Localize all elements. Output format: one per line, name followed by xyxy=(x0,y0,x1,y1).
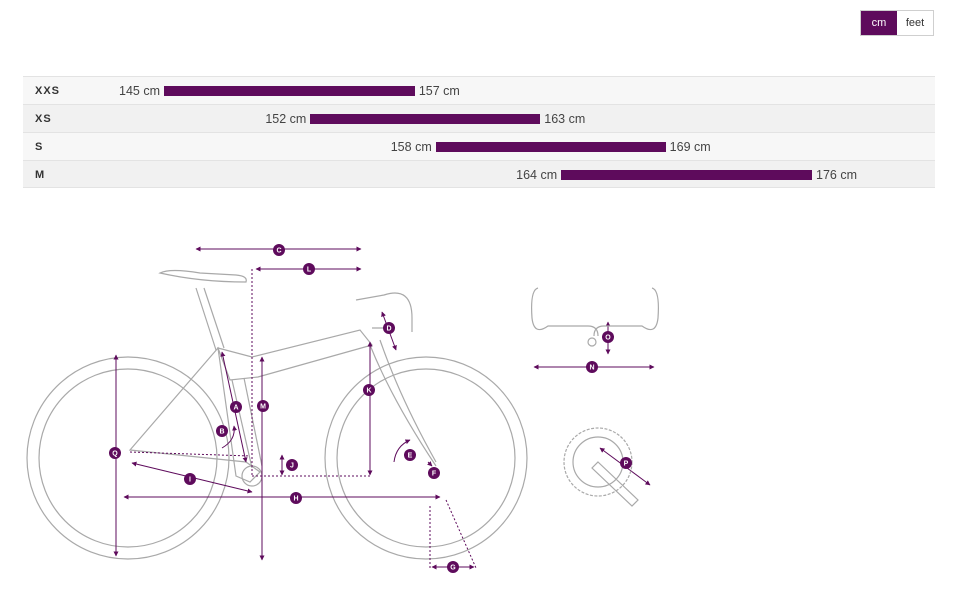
marker-q-label: Q xyxy=(112,451,118,458)
size-label: S xyxy=(35,141,44,153)
unit-option-feet[interactable]: feet xyxy=(905,17,925,29)
range-bar xyxy=(310,114,541,124)
range-min-label: 152 cm xyxy=(265,112,307,126)
marker-h-badge xyxy=(290,492,302,504)
handlebar-inset xyxy=(531,287,659,347)
marker-o-badge xyxy=(602,331,614,343)
range-max-label: 176 cm xyxy=(816,168,857,182)
marker-b-badge xyxy=(216,425,228,437)
marker-f-label: F xyxy=(432,471,437,478)
range-max-label: 169 cm xyxy=(669,140,711,154)
marker-d-badge xyxy=(383,322,395,334)
marker-j-label: J xyxy=(290,463,294,470)
geometry-markers: A B C D E F G H I J K L M N O P Q xyxy=(109,244,632,573)
marker-j-badge xyxy=(286,459,298,471)
marker-q-badge xyxy=(109,447,121,459)
marker-p-badge xyxy=(620,457,632,469)
range-bar xyxy=(435,142,666,152)
unit-option-cm[interactable]: cm xyxy=(861,11,897,35)
marker-c-badge xyxy=(273,244,285,256)
marker-m-label: M xyxy=(260,404,266,411)
marker-n-badge xyxy=(586,361,598,373)
marker-n-label: N xyxy=(589,365,594,372)
size-row: XS 152 cm 163 cm xyxy=(23,104,935,132)
marker-e-label: E xyxy=(408,453,413,460)
range-min-label: 145 cm xyxy=(119,84,160,98)
dimension-lines xyxy=(113,246,655,570)
marker-p-label: P xyxy=(624,461,629,468)
size-row: S 158 cm 169 cm xyxy=(23,132,935,160)
range-bar xyxy=(561,170,812,180)
marker-g-badge xyxy=(447,561,459,573)
marker-m-badge xyxy=(257,400,269,412)
marker-l-label: L xyxy=(307,267,312,274)
range-max-label: 163 cm xyxy=(544,112,586,126)
marker-b-label: B xyxy=(219,429,224,436)
range-min-label: 164 cm xyxy=(516,168,558,182)
range-min-label: 158 cm xyxy=(390,140,432,154)
size-row: M 164 cm 176 cm xyxy=(23,160,935,188)
size-range-table: XXS 145 cm 157 cm XS 152 cm 163 cm S 158… xyxy=(23,76,935,188)
marker-e-badge xyxy=(404,449,416,461)
size-row: XXS 145 cm 157 cm xyxy=(23,76,935,104)
marker-i-badge xyxy=(184,473,196,485)
size-label: XXS xyxy=(35,85,61,97)
marker-d-label: D xyxy=(386,326,391,333)
marker-a-label: A xyxy=(233,405,238,412)
marker-k-badge xyxy=(363,384,375,396)
size-label: XS xyxy=(35,113,52,125)
bike-outline xyxy=(26,269,528,560)
bike-geometry-diagram: A B C D E F G H I J K L M N O P Q xyxy=(26,244,659,573)
size-label: M xyxy=(35,169,46,181)
range-bar xyxy=(164,86,415,96)
marker-g-label: G xyxy=(450,565,456,572)
marker-k-label: K xyxy=(366,388,371,395)
marker-h-label: H xyxy=(293,496,298,503)
marker-i-label: I xyxy=(189,477,191,484)
marker-c-label: C xyxy=(276,248,281,255)
marker-f-badge xyxy=(428,467,440,479)
unit-toggle: cm feet xyxy=(860,10,934,36)
marker-o-label: O xyxy=(605,335,611,342)
marker-l-badge xyxy=(303,263,315,275)
dashed-guides xyxy=(129,269,477,569)
range-max-label: 157 cm xyxy=(418,84,460,98)
marker-a-badge xyxy=(230,401,242,413)
